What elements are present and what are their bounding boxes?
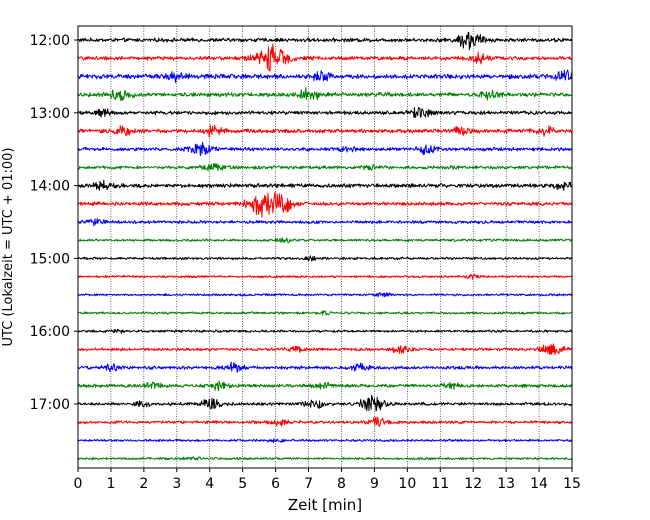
x-tick-label: 13 [497,476,515,492]
y-tick-label: 12:00 [30,33,70,49]
x-tick-label: 3 [172,476,181,492]
seismic-trace [77,191,573,218]
seismic-trace [77,394,573,412]
seismic-trace [77,31,573,51]
seismic-trace [77,179,573,191]
seismic-trace [77,124,573,138]
x-tick-label: 15 [563,476,581,492]
seismic-trace [77,69,573,84]
seismic-trace [77,43,573,72]
y-tick-label: 14:00 [30,179,70,195]
x-tick-label: 12 [464,476,482,492]
x-axis: 0 1 2 3 4 5 6 7 8 9 10 11 12 13 14 15 [74,468,581,492]
seismic-trace [77,106,573,118]
y-tick-label: 17:00 [30,397,70,413]
x-tick-label: 9 [370,476,379,492]
x-tick-label: 1 [106,476,115,492]
seismic-trace [77,86,573,102]
x-tick-label: 8 [337,476,346,492]
seismic-trace [77,237,573,244]
x-tick-label: 5 [238,476,247,492]
trace-group [77,31,573,461]
x-tick-label: 4 [205,476,214,492]
y-tick-label: 16:00 [30,324,70,340]
seismic-trace [77,361,573,373]
seismic-trace [77,437,573,444]
x-tick-label: 2 [139,476,148,492]
seismic-trace [77,273,573,280]
x-tick-label: 0 [74,476,83,492]
seismic-trace [77,218,573,227]
grid-lines [110,26,540,468]
x-tick-label: 14 [530,476,548,492]
seismic-trace [77,291,573,298]
x-axis-label: Zeit [min] [288,496,362,514]
seismic-trace [78,456,573,461]
x-tick-label: 7 [304,476,313,492]
x-tick-label: 6 [271,476,280,492]
y-tick-label: 15:00 [30,251,70,267]
seismic-trace [77,141,573,157]
seismic-trace [77,343,573,356]
x-tick-label: 10 [398,476,416,492]
y-axis: 12:00 13:00 14:00 15:00 16:00 17:00 [30,33,78,413]
seismic-trace [77,416,573,427]
seismic-trace [77,380,573,392]
y-tick-label: 13:00 [30,106,70,122]
seismic-trace [77,255,573,262]
seismic-trace [77,310,573,316]
plot-frame [77,25,573,469]
seismic-trace [77,162,573,172]
seismic-trace [77,328,573,334]
x-tick-label: 11 [431,476,449,492]
y-axis-label: UTC (Lokalzeit = UTC + 01:00) [1,148,16,347]
